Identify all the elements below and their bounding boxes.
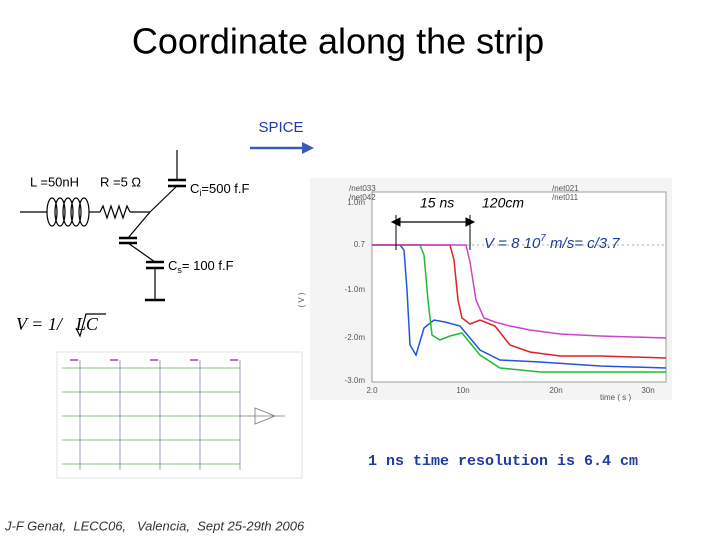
legend-entry: /net042 — [349, 193, 376, 202]
y-axis-label: ( V ) — [297, 292, 306, 307]
schematic-image — [56, 351, 303, 479]
y-tick-label: 0.7 — [354, 240, 366, 249]
y-tick-label: -2.0m — [345, 333, 366, 342]
x-tick-label: 10n — [456, 386, 469, 395]
waveform — [372, 244, 666, 373]
legend-entry: /net021 — [552, 184, 579, 193]
x-tick-label: 2.0 — [366, 386, 378, 395]
footer: J-F Genat, LECC06, Valencia, Sept 25-29t… — [4, 518, 305, 533]
inductor-label: L =50nH — [30, 174, 79, 189]
plot-area — [371, 191, 667, 383]
ci-label: Ci=500 f.F — [190, 181, 250, 198]
y-tick-label: 1.0m — [347, 198, 365, 207]
x-tick-label: 20n — [549, 386, 562, 395]
y-tick-label: -3.0m — [345, 376, 366, 385]
caption: 1 ns time resolution is 6.4 cm — [368, 453, 638, 470]
waveform — [372, 244, 667, 369]
x-tick-label: 30n — [641, 386, 654, 395]
resistor — [99, 204, 131, 220]
delay-label: 15 ns — [420, 195, 454, 211]
y-tick-label: -1.0m — [345, 285, 366, 294]
title: Coordinate along the strip — [132, 21, 544, 62]
spice-arrow — [250, 142, 314, 154]
waveform — [372, 244, 667, 339]
cs-label: Cs= 100 f.F — [168, 258, 234, 275]
legend-entry: /net033 — [349, 184, 376, 193]
delay-arrow — [390, 215, 476, 250]
plot — [310, 178, 672, 400]
legend-entry: /net011 — [552, 193, 579, 202]
waveform — [372, 244, 667, 359]
length-label: 120cm — [482, 195, 524, 211]
resistor-label: R =5 Ω — [100, 174, 141, 189]
circuit — [20, 150, 186, 302]
velocity-label: V = 8 107 m/s= c/3.7 — [484, 233, 620, 252]
formula: V = 1/LC — [16, 314, 99, 334]
sqrt-sign — [75, 313, 106, 338]
spice-label: SPICE — [258, 119, 303, 136]
x-axis-label: time ( s ) — [600, 393, 631, 402]
